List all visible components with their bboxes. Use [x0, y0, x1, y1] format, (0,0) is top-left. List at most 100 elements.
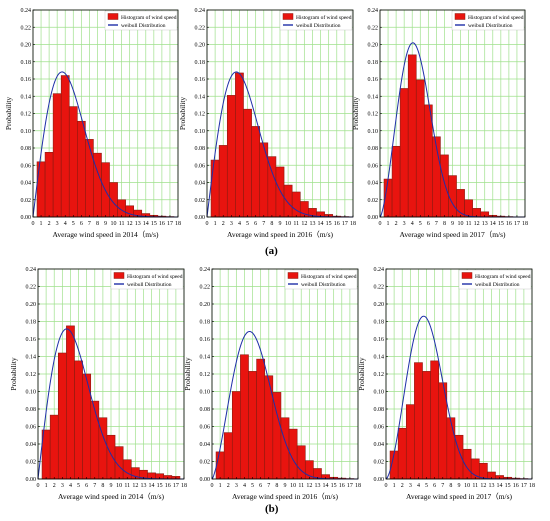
y-tick-label: 0.04	[374, 442, 385, 448]
x-tick-label: 17	[514, 221, 520, 227]
x-tick-label: 0	[385, 483, 388, 489]
legend-label-histogram: Histogram of wind speed	[301, 273, 357, 280]
x-tick-label: 2	[222, 221, 225, 227]
histogram-bar	[235, 72, 244, 218]
histogram-bar	[391, 145, 401, 218]
legend-label-weibull: weibull Distribution	[121, 23, 166, 29]
histogram-bar	[49, 414, 59, 480]
y-tick-label: 0.04	[26, 442, 37, 448]
y-tick-label: 0.10	[374, 390, 385, 396]
x-tick-label: 10	[464, 483, 470, 489]
x-tick-label: 8	[443, 221, 446, 227]
x-tick-label: 10	[285, 221, 291, 227]
histogram-bar	[74, 360, 83, 480]
x-tick-label: 8	[449, 483, 452, 489]
y-tick-label: 0.04	[195, 181, 206, 187]
x-tick-label: 16	[165, 483, 171, 489]
x-tick-label: 13	[140, 483, 146, 489]
x-tick-label: 9	[104, 221, 107, 227]
y-tick-label: 0.08	[21, 146, 32, 152]
x-tick-label: 2	[395, 221, 398, 227]
histogram-bar	[478, 462, 488, 480]
histogram-bar	[36, 161, 46, 218]
y-tick-label: 0.18	[368, 60, 379, 66]
histogram-bar	[57, 352, 67, 480]
legend-label-histogram: Histogram of wind speed	[296, 14, 352, 21]
x-tick-label: 1	[40, 221, 43, 227]
histogram-bar	[77, 120, 86, 218]
chart-panel-3: 0.00 0.02 0.04 0.06 0.08 0.10 0.12 0.14 0.16 0.18…	[351, 8, 528, 239]
x-tick-label: 0	[37, 483, 40, 489]
legend-box	[458, 269, 532, 290]
y-tick-label: 0.10	[200, 390, 211, 396]
legend-label-weibull: weibull Distribution	[127, 282, 172, 288]
x-tick-label: 9	[284, 483, 287, 489]
y-tick-label: 0.18	[200, 320, 211, 326]
x-tick-label: 6	[254, 221, 257, 227]
x-tick-label: 4	[64, 221, 67, 227]
x-tick-label: 1	[45, 483, 48, 489]
y-tick-label: 0.12	[195, 112, 206, 118]
histogram-bar	[415, 79, 425, 218]
histogram-bar	[52, 93, 62, 218]
x-axis-label: Average wind speed in 2016（m/s)	[227, 230, 334, 239]
x-tick-label: 2	[227, 483, 230, 489]
histogram-bar	[414, 362, 423, 480]
x-tick-label: 5	[77, 483, 80, 489]
y-tick-label: 0.24	[368, 8, 379, 14]
y-tick-label: 0.08	[195, 146, 206, 152]
y-tick-label: 0.02	[26, 460, 37, 466]
y-tick-label: 0.12	[21, 112, 32, 118]
x-tick-label: 15	[331, 483, 337, 489]
x-tick-label: 4	[417, 483, 420, 489]
y-tick-label: 0.20	[368, 43, 379, 49]
x-tick-label: 12	[127, 221, 133, 227]
y-tick-label: 0.00	[368, 215, 379, 221]
x-tick-label: 14	[490, 221, 496, 227]
y-tick-label: 0.24	[195, 8, 206, 14]
histogram-bar	[397, 427, 407, 480]
x-tick-label: 18	[522, 221, 528, 227]
x-tick-label: 11	[293, 221, 299, 227]
y-tick-label: 0.14	[368, 94, 379, 100]
histogram-bar	[251, 126, 261, 218]
x-tick-label: 8	[275, 483, 278, 489]
x-tick-label: 8	[101, 483, 104, 489]
histogram-bar	[223, 432, 233, 480]
legend-label-weibull: weibull Distribution	[301, 282, 346, 288]
x-tick-label: 1	[387, 221, 390, 227]
x-tick-label: 13	[482, 221, 488, 227]
y-tick-label: 0.04	[21, 181, 32, 187]
chart-panel-6: 0.00 0.02 0.04 0.06 0.08 0.10 0.12 0.14 0.16 0.18…	[357, 267, 535, 501]
y-tick-label: 0.16	[374, 337, 385, 343]
y-tick-label: 0.24	[200, 267, 211, 273]
y-tick-label: 0.02	[21, 198, 32, 204]
x-tick-label: 7	[435, 221, 438, 227]
y-tick-label: 0.08	[26, 407, 37, 413]
y-tick-label: 0.06	[21, 163, 32, 169]
x-tick-label: 13	[135, 221, 141, 227]
histogram-bar	[66, 325, 75, 480]
legend-swatch-histogram	[461, 272, 473, 279]
x-tick-label: 2	[401, 483, 404, 489]
x-tick-label: 0	[206, 221, 209, 227]
legend-swatch-histogram	[282, 13, 294, 20]
x-tick-label: 9	[451, 221, 454, 227]
y-tick-label: 0.16	[200, 337, 211, 343]
x-tick-label: 13	[309, 221, 315, 227]
x-tick-label: 13	[488, 483, 494, 489]
histogram-bar	[243, 108, 252, 218]
y-tick-label: 0.16	[26, 337, 37, 343]
histogram-bar	[106, 434, 116, 480]
x-tick-label: 15	[326, 221, 332, 227]
histogram-bar	[90, 400, 100, 480]
x-tick-label: 9	[110, 483, 113, 489]
legend-box	[110, 269, 184, 290]
histogram-bar	[256, 358, 266, 480]
y-tick-label: 0.10	[26, 390, 37, 396]
x-tick-label: 4	[238, 221, 241, 227]
y-tick-label: 0.08	[374, 407, 385, 413]
y-tick-label: 0.24	[374, 267, 385, 273]
x-tick-label: 17	[173, 483, 179, 489]
x-tick-label: 10	[116, 483, 122, 489]
